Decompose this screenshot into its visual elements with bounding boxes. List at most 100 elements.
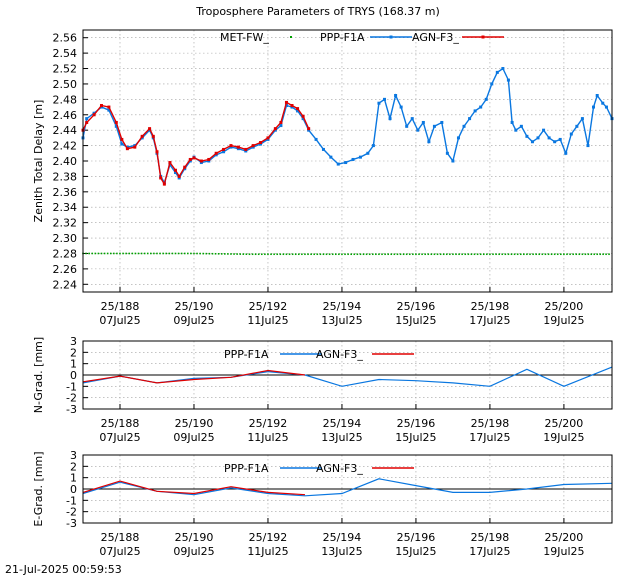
y-axis-label: N-Grad. [mm] — [32, 337, 45, 413]
met-point — [134, 252, 137, 255]
met-point — [307, 253, 309, 256]
met-point — [390, 253, 393, 256]
met-point — [535, 253, 537, 256]
met-point — [113, 252, 115, 255]
met-point — [137, 252, 140, 255]
met-point — [322, 253, 325, 256]
data-point — [199, 161, 203, 165]
met-point — [171, 252, 174, 255]
met-point — [405, 253, 408, 256]
data-point — [547, 136, 551, 140]
data-point — [542, 128, 546, 132]
met-point — [560, 253, 562, 256]
data-point — [399, 105, 403, 109]
data-point — [456, 136, 460, 140]
legend-label: PPP-F1A — [224, 348, 269, 361]
data-point — [371, 144, 375, 148]
y-axis-label: Zenith Total Delay [m] — [32, 100, 45, 223]
met-point — [276, 253, 279, 256]
met-point — [285, 253, 288, 256]
met-point — [436, 253, 439, 256]
data-point — [155, 150, 159, 154]
panel-ztd: 2.24 2.26 2.28 2.30 2.32 2.34 2.36 2.38 2.40 2.42… — [32, 29, 614, 327]
met-point — [331, 253, 334, 256]
data-point — [251, 145, 255, 149]
legend-label: AGN-F3_ — [316, 462, 363, 475]
x-tick-label-date: 19Jul25 — [543, 431, 584, 444]
met-point — [461, 253, 463, 256]
data-point — [421, 120, 425, 124]
met-point — [476, 253, 479, 256]
y-tick-label: 2 — [70, 346, 77, 359]
met-point — [566, 253, 568, 256]
data-point — [307, 128, 311, 132]
y-tick-label: 3 — [70, 335, 77, 348]
x-tick-label-doy: 25/200 — [545, 300, 584, 313]
data-point — [358, 155, 362, 159]
met-point — [519, 253, 522, 256]
met-point — [187, 252, 189, 255]
x-tick-label-date: 13Jul25 — [321, 431, 362, 444]
data-point — [133, 145, 137, 149]
met-point — [507, 253, 510, 256]
met-point — [301, 253, 303, 256]
met-point — [359, 253, 362, 256]
met-point — [174, 252, 177, 255]
met-point — [310, 253, 312, 256]
met-point — [353, 253, 356, 256]
x-tick-label-doy: 25/192 — [249, 417, 288, 430]
met-point — [131, 252, 134, 255]
met-point — [418, 253, 420, 256]
legend-marker — [481, 35, 485, 39]
met-point — [449, 253, 451, 256]
data-point — [510, 120, 514, 124]
met-point — [159, 252, 161, 255]
data-point — [244, 149, 248, 153]
x-tick-label-date: 15Jul25 — [395, 545, 436, 558]
y-tick-label: -3 — [66, 403, 77, 416]
met-point — [177, 252, 180, 255]
met-point — [143, 252, 146, 255]
data-point — [462, 124, 466, 128]
data-point — [273, 127, 277, 131]
x-tick-label-doy: 25/188 — [101, 417, 140, 430]
met-point — [427, 253, 430, 256]
met-point — [224, 253, 226, 255]
met-point — [196, 252, 198, 255]
y-tick-label: 2.42 — [53, 140, 78, 153]
x-tick-label-doy: 25/188 — [101, 300, 140, 313]
met-point — [513, 253, 516, 256]
met-point — [393, 253, 396, 256]
met-point — [605, 253, 607, 256]
met-point — [288, 253, 291, 256]
met-point — [168, 252, 171, 255]
y-tick-label: 2.56 — [53, 32, 78, 45]
met-point — [214, 252, 217, 255]
data-point — [490, 82, 494, 86]
met-point — [128, 252, 131, 255]
x-tick-label-date: 19Jul25 — [543, 314, 584, 327]
series-met-fw — [82, 252, 610, 256]
data-point — [229, 144, 233, 148]
met-point — [523, 253, 525, 256]
data-point — [140, 134, 144, 138]
x-tick-label-date: 15Jul25 — [395, 314, 436, 327]
data-point — [405, 124, 409, 128]
x-tick-label-doy: 25/194 — [323, 417, 362, 430]
met-point — [538, 253, 541, 256]
met-point — [581, 253, 584, 256]
met-point — [260, 253, 263, 256]
met-point — [150, 252, 152, 255]
data-point — [140, 136, 144, 140]
met-point — [239, 253, 242, 255]
x-tick-label-date: 07Jul25 — [99, 545, 140, 558]
met-point — [563, 253, 565, 256]
data-point — [530, 140, 534, 144]
series-agn-f3 — [82, 369, 306, 384]
met-point — [553, 253, 556, 256]
data-point — [536, 136, 540, 140]
y-tick-label: 2.50 — [53, 78, 78, 91]
met-point — [230, 253, 232, 255]
met-point — [156, 252, 158, 255]
data-point — [85, 117, 89, 121]
